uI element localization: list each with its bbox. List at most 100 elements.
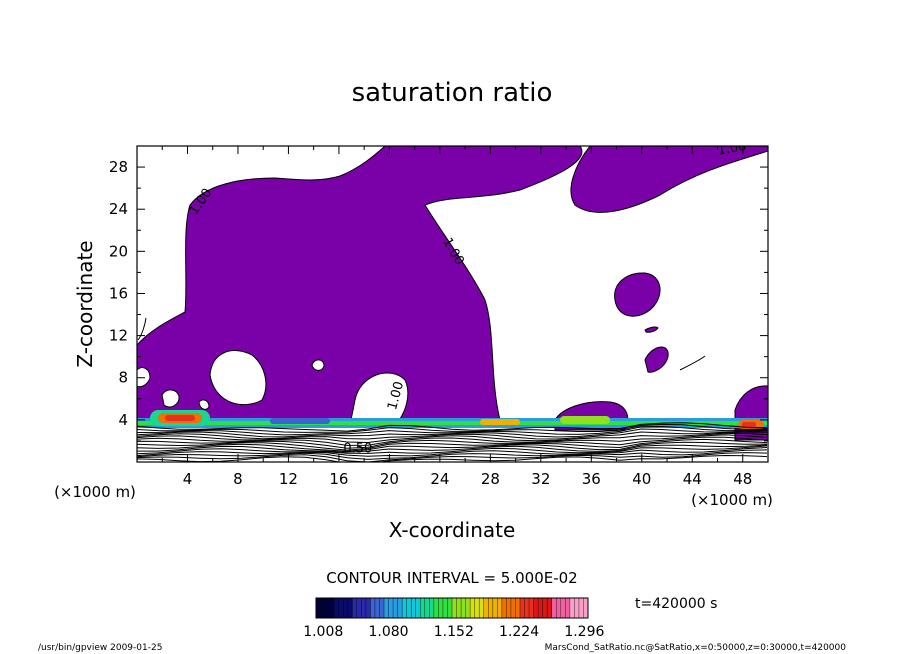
- colorbar-swatch: [429, 598, 435, 618]
- colorbar-swatch: [565, 598, 571, 618]
- surface-contour-line: [137, 449, 768, 460]
- colorbar-swatch: [524, 598, 530, 618]
- y-tick-label: 8: [118, 369, 128, 387]
- colorbar-swatch: [574, 598, 580, 618]
- x-tick-label: 24: [430, 470, 449, 488]
- footer-right: MarsCond_SatRatio.nc@SatRatio,x=0:50000,…: [545, 643, 847, 653]
- x-tick-label: 36: [582, 470, 601, 488]
- colorbar-swatch: [447, 598, 453, 618]
- surface-contour-line: [137, 454, 768, 462]
- surface-contour-line: [137, 423, 768, 435]
- colorbar-swatch: [433, 598, 439, 618]
- surface-contour-line: [137, 432, 768, 444]
- colorbar-swatch: [316, 598, 321, 618]
- colorbar-swatch: [320, 598, 326, 618]
- surface-contour-line: [137, 452, 768, 462]
- y-axis-label: Z-coordinate: [73, 240, 97, 367]
- colorbar-tick-label: 1.080: [368, 624, 408, 640]
- x-tick-label: 28: [481, 470, 500, 488]
- supersat-region-low-right: [644, 346, 669, 373]
- x-axis-label: X-coordinate: [389, 518, 516, 542]
- colorbar-swatch: [542, 598, 548, 618]
- colorbar-swatch: [329, 598, 335, 618]
- x-tick-label: 4: [183, 470, 193, 488]
- x-tick-label: 16: [329, 470, 348, 488]
- colorbar-swatch: [397, 598, 403, 618]
- colorbar-swatch: [415, 598, 421, 618]
- colorbar-swatch: [501, 598, 507, 618]
- x-tick-label: 32: [531, 470, 550, 488]
- colorbar-swatch: [470, 598, 475, 618]
- contour-interval: CONTOUR INTERVAL = 5.000E-02: [326, 569, 577, 587]
- surface-contour-line: [137, 438, 768, 451]
- contour-label: 1.00: [385, 380, 407, 412]
- subsat-hole-1: [209, 350, 267, 406]
- colorbar-swatch: [393, 598, 398, 618]
- colorbar-swatch: [488, 598, 494, 618]
- colorbar-swatch: [356, 598, 362, 618]
- surface-contour-line: [137, 425, 768, 437]
- colorbar-swatch: [479, 598, 485, 618]
- y-tick-label: 4: [118, 411, 128, 429]
- colorbar-swatch: [343, 598, 349, 618]
- colorbar-swatch: [438, 598, 444, 618]
- colorbar-swatch: [388, 598, 394, 618]
- colorbar-tick-label: 1.008: [303, 624, 343, 640]
- colorbar-swatch: [510, 598, 516, 618]
- colorbar-swatch: [569, 598, 575, 618]
- chart-title: saturation ratio: [352, 78, 553, 108]
- colorbar-swatch: [411, 598, 417, 618]
- surface-contour-line: [137, 447, 768, 458]
- x-unit-right: (×1000 m): [691, 491, 773, 509]
- y-tick-label: 28: [109, 158, 128, 176]
- contour-label: 0.50: [343, 442, 372, 457]
- plot-area: 1.001.001.001.000.50: [137, 146, 768, 462]
- y-tick-label: 24: [109, 200, 128, 218]
- colorbar-swatch: [338, 598, 344, 618]
- y-tick-label: 20: [109, 242, 128, 260]
- colorbar-swatch: [520, 598, 525, 618]
- colorbar-swatch: [374, 598, 380, 618]
- colorbar-tick-label: 1.152: [434, 624, 474, 640]
- colorbar-swatch: [334, 598, 339, 618]
- colorbar-swatch: [547, 598, 553, 618]
- high-saturation-band: [137, 410, 768, 430]
- surface-contour-line: [137, 428, 768, 439]
- colorbar-swatch: [402, 598, 407, 618]
- colorbar-swatch: [420, 598, 426, 618]
- colorbar-swatch: [533, 598, 539, 618]
- colorbar-swatch: [384, 598, 389, 618]
- subsat-hole-5: [198, 399, 210, 410]
- surface-contour-line: [137, 422, 768, 432]
- surface-contour-line: [137, 436, 768, 449]
- colorbar-swatch: [379, 598, 385, 618]
- footer-left: /usr/bin/gpview 2009-01-25: [38, 643, 162, 653]
- x-tick-label: 48: [733, 470, 752, 488]
- colorbar-swatch: [551, 598, 557, 618]
- colorbar-swatch: [442, 598, 448, 618]
- colorbar-swatch: [347, 598, 353, 618]
- colorbar-swatch: [461, 598, 466, 618]
- colorbar-swatch: [483, 598, 489, 618]
- surface-contour-line: [137, 445, 768, 456]
- colorbar-swatch: [556, 598, 562, 618]
- surface-contours: [137, 422, 768, 462]
- x-tick-label: 40: [632, 470, 651, 488]
- y-tick-label: 12: [109, 327, 128, 345]
- colorbar-swatch: [361, 598, 367, 618]
- colorbar-swatch: [515, 598, 521, 618]
- surface-contour-line: [137, 431, 768, 441]
- colorbar-swatch: [365, 598, 371, 618]
- colorbar-swatch: [583, 598, 589, 618]
- x-tick-label: 44: [683, 470, 702, 488]
- y-tick-label: 16: [109, 284, 128, 302]
- x-tick-label: 20: [380, 470, 399, 488]
- colorbar-swatch: [538, 598, 543, 618]
- colorbar-frame: [315, 597, 589, 619]
- colorbar-tick-label: 1.296: [564, 624, 604, 640]
- x-tick-label: 12: [279, 470, 298, 488]
- colorbar-swatch: [474, 598, 480, 618]
- time-label: t=420000 s: [635, 596, 717, 612]
- contour-wisp-2: [137, 317, 147, 341]
